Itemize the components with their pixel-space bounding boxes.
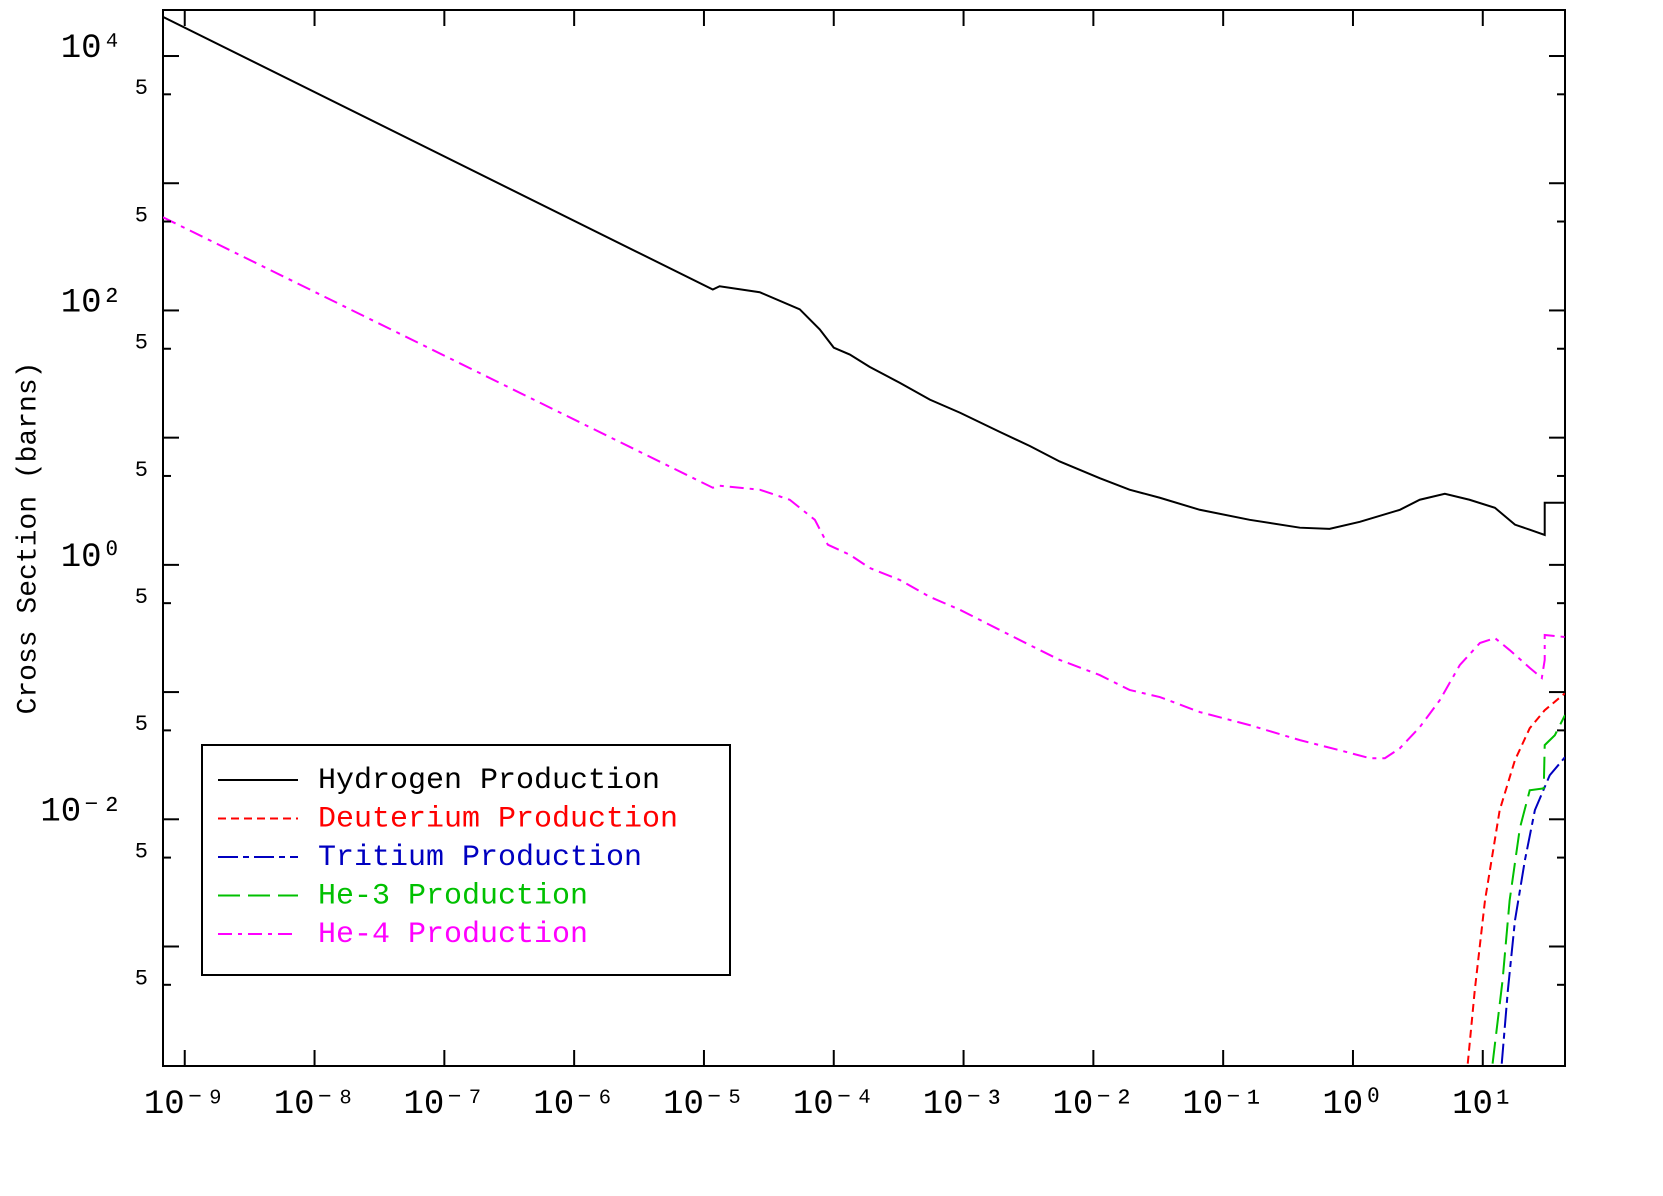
plot-frame (162, 9, 1566, 1067)
series-line (1500, 756, 1565, 1064)
curves (163, 16, 1565, 1064)
y-tick-label: 10⁰ (61, 539, 122, 577)
y-tick-label: 5 (135, 712, 148, 737)
x-tick-label: 10⁻⁷ (404, 1086, 486, 1124)
x-tick-label: 10⁻³ (923, 1086, 1005, 1124)
y-tick-label: 5 (135, 585, 148, 610)
x-tick-label: 10⁰ (1322, 1086, 1383, 1124)
y-tick-label: 5 (135, 203, 148, 228)
legend-label: He-4 Production (318, 918, 588, 952)
y-tick-label: 10² (61, 284, 122, 322)
legend-label: He-3 Production (318, 879, 588, 913)
y-tick-label: 10⁻² (40, 793, 122, 831)
x-tick-label: 10⁻⁹ (144, 1086, 226, 1124)
y-tick-label: 5 (135, 839, 148, 864)
x-tick-label: 10⁻⁶ (533, 1086, 615, 1124)
y-tick-label: 5 (135, 458, 148, 483)
y-axis-label: Cross Section (barns) (13, 362, 44, 715)
legend-label: Hydrogen Production (318, 764, 660, 798)
x-tick-label: 10⁻⁸ (274, 1086, 356, 1124)
series-line (163, 16, 1565, 537)
y-tick-label: 5 (135, 967, 148, 992)
y-tick-label: 10⁴ (61, 30, 122, 68)
legend-box (201, 744, 731, 976)
series-line (1491, 714, 1565, 1064)
y-tick-label: 5 (135, 76, 148, 101)
x-tick-label: 10¹ (1452, 1086, 1513, 1124)
y-tick-label: 5 (135, 331, 148, 356)
x-tick-label: 10⁻⁵ (663, 1086, 745, 1124)
x-tick-label: 10⁻⁴ (793, 1086, 875, 1124)
legend-label: Tritium Production (318, 841, 642, 875)
series-line (163, 216, 1565, 760)
legend-label: Deuterium Production (318, 802, 678, 836)
x-tick-label: 10⁻² (1053, 1086, 1135, 1124)
x-tick-label: 10⁻¹ (1182, 1086, 1264, 1124)
